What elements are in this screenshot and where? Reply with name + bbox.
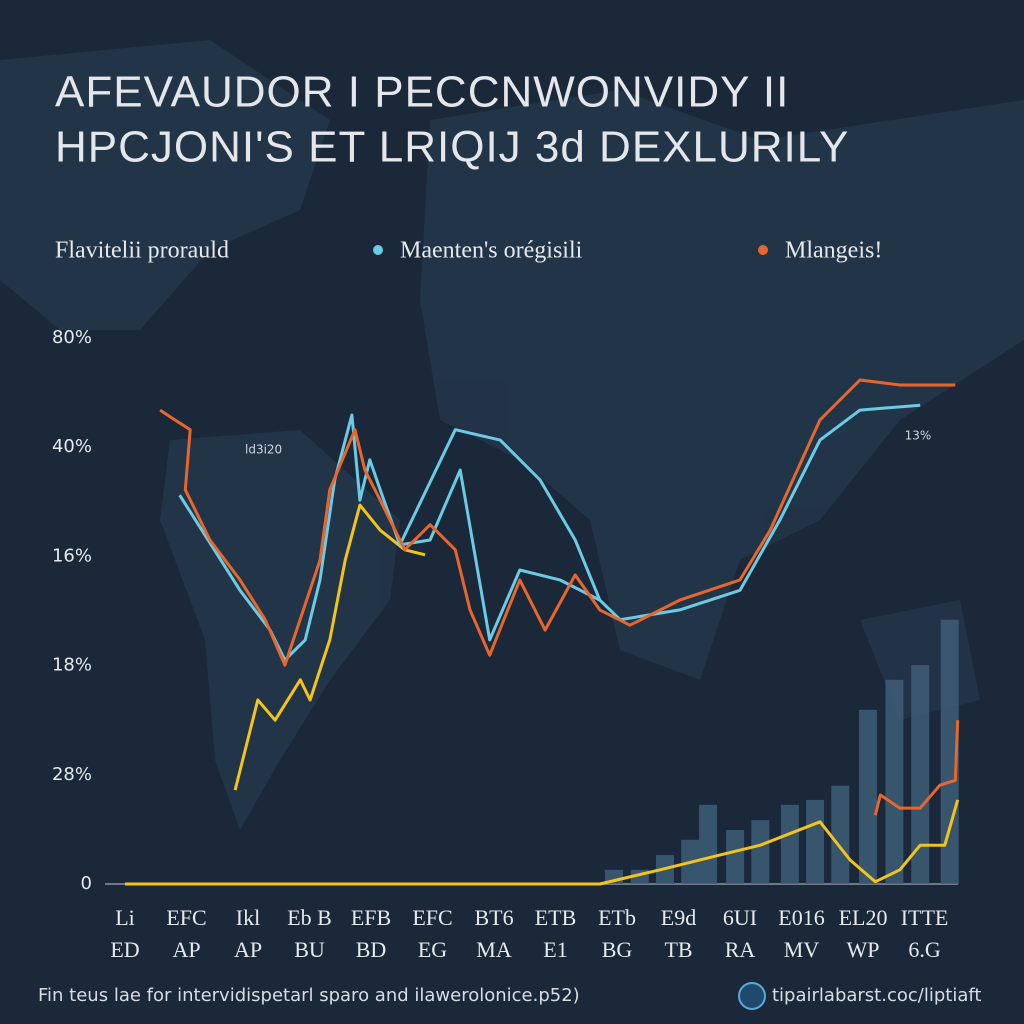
x-tick-sublabel: TB	[664, 937, 692, 962]
y-axis-label: 40%	[52, 436, 92, 457]
map-shape	[160, 430, 400, 830]
series-line	[125, 503, 960, 886]
x-tick-sublabel: MV	[784, 937, 820, 962]
x-tick-label: E016	[778, 905, 824, 930]
bar	[726, 829, 745, 884]
bar	[885, 679, 904, 884]
source-icon	[738, 982, 766, 1010]
source: tipairlabarst.coc/liptiaft	[772, 985, 981, 1006]
x-tick-sublabel: 6.G	[908, 937, 941, 962]
bar	[699, 804, 718, 884]
legend-label: Mlangeis!	[785, 238, 882, 264]
legend-marker	[373, 245, 383, 255]
x-tick-sublabel: MA	[476, 937, 512, 962]
x-tick-label: EFC	[412, 905, 452, 930]
annotation: 13%	[905, 429, 932, 443]
chart-title: AFEVAUDOR I PECCNWONVIDY II	[55, 68, 789, 117]
map-shape	[420, 90, 1024, 680]
x-tick-label: Li	[115, 905, 135, 930]
x-tick-sublabel: BG	[602, 937, 633, 962]
bar	[940, 619, 959, 884]
x-tick-sublabel: AP	[234, 937, 262, 962]
y-axis-label: 0	[81, 873, 92, 894]
legend-label: Maenten's orégisili	[400, 238, 583, 264]
x-tick-sublabel: EG	[418, 937, 447, 962]
x-tick-label: ITTE	[901, 905, 949, 930]
x-tick-label: Eb B	[287, 905, 332, 930]
bar	[831, 785, 850, 884]
x-tick-label: Ikl	[236, 905, 260, 930]
series-line	[159, 378, 960, 816]
y-axis-label: 28%	[52, 764, 92, 785]
y-axis-label: 18%	[52, 655, 92, 676]
legend-marker	[758, 245, 768, 255]
footer: Fin teus lae for intervidispetarl sparo …	[38, 985, 580, 1006]
chart-title: HPCJONI'S ET LRIQIJ 3d DEXLURILY	[55, 123, 849, 172]
x-tick-sublabel: BU	[294, 937, 325, 962]
y-axis-label: 16%	[52, 545, 92, 566]
x-tick-sublabel: WP	[847, 937, 880, 962]
x-tick-sublabel: AP	[172, 937, 200, 962]
x-tick-label: BT6	[474, 905, 513, 930]
x-tick-label: ETB	[535, 905, 577, 930]
x-tick-sublabel: E1	[543, 937, 567, 962]
x-tick-label: ETb	[598, 905, 636, 930]
legend-label: Flavitelii prorauld	[55, 238, 229, 264]
x-tick-label: 6UI	[723, 905, 757, 930]
x-tick-sublabel: ED	[110, 937, 139, 962]
bar	[806, 799, 825, 884]
annotation: ld3i20	[245, 443, 282, 457]
y-axis-label: 80%	[52, 327, 92, 348]
bar	[858, 709, 877, 884]
x-tick-sublabel: RA	[725, 937, 756, 962]
series-line	[178, 403, 921, 662]
x-tick-label: EL20	[839, 905, 888, 930]
map-shape	[0, 40, 330, 330]
x-tick-label: E9d	[661, 905, 696, 930]
x-tick-label: EFB	[351, 905, 391, 930]
bar	[751, 820, 770, 884]
x-tick-sublabel: BD	[356, 937, 387, 962]
bar	[780, 804, 799, 884]
x-tick-label: EFC	[166, 905, 206, 930]
bar	[911, 665, 930, 884]
